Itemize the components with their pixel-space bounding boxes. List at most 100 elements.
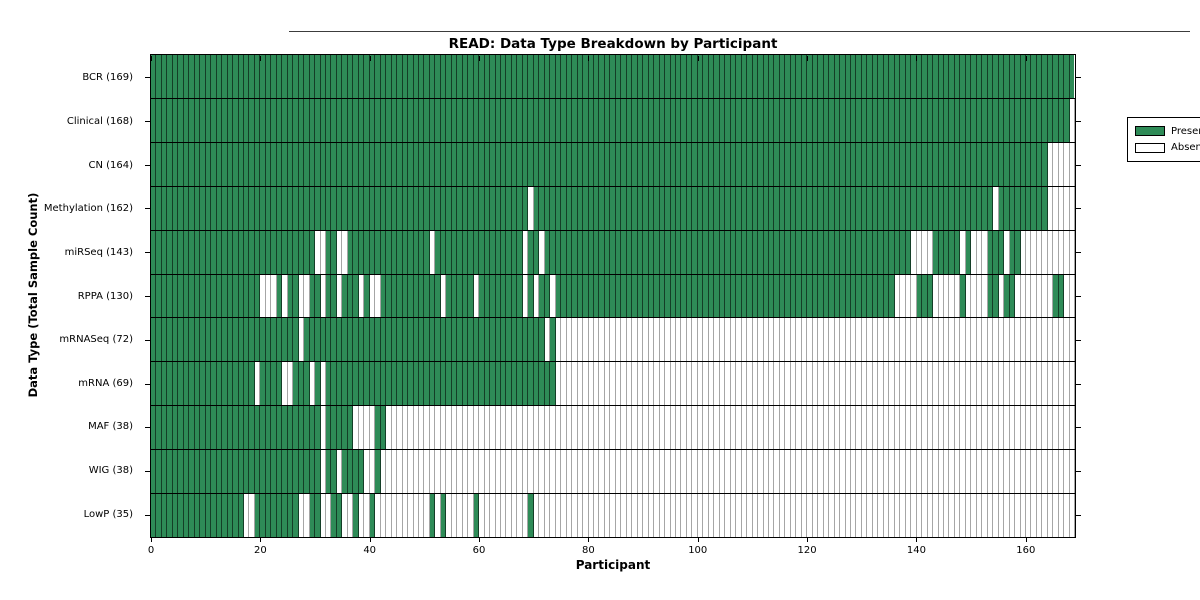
- heatmap-cell: [227, 362, 234, 406]
- y-tick-label-BCR: BCR (169): [82, 72, 133, 84]
- heatmap-cell: [790, 186, 797, 230]
- heatmap-cell: [779, 362, 786, 406]
- heatmap-cell: [380, 274, 387, 318]
- heatmap-cell: [790, 98, 797, 142]
- heatmap-cell: [801, 450, 808, 494]
- heatmap-cell: [976, 362, 983, 406]
- heatmap-cell: [889, 318, 895, 362]
- heatmap-cell: [375, 494, 381, 537]
- heatmap-cell: [167, 55, 173, 98]
- x-tick-mark-top: [916, 56, 918, 61]
- heatmap-cell: [643, 230, 649, 274]
- heatmap-cell: [583, 318, 589, 362]
- heatmap-cell: [856, 98, 862, 142]
- heatmap-cell: [249, 98, 255, 142]
- heatmap-cell: [1064, 55, 1070, 98]
- heatmap-cell: [632, 274, 638, 318]
- heatmap-cell: [933, 494, 939, 537]
- heatmap-cell: [222, 55, 228, 98]
- heatmap-cell: [227, 186, 234, 230]
- heatmap-cell: [342, 55, 348, 98]
- heatmap-cell: [309, 230, 316, 274]
- heatmap-cell: [479, 406, 485, 450]
- heatmap-cell: [402, 98, 409, 142]
- heatmap-cell: [676, 450, 682, 494]
- heatmap-cell: [178, 186, 184, 230]
- heatmap-cell: [922, 230, 928, 274]
- heatmap-cell: [933, 450, 939, 494]
- heatmap-cell: [298, 55, 305, 98]
- heatmap-cell: [320, 450, 326, 494]
- heatmap-cell: [386, 274, 392, 318]
- heatmap-cell: [768, 98, 775, 142]
- heatmap-cell: [194, 362, 201, 406]
- heatmap-cell: [380, 230, 387, 274]
- heatmap-cell: [380, 494, 387, 537]
- heatmap-cell: [457, 406, 463, 450]
- heatmap-cell: [194, 98, 201, 142]
- heatmap-cell: [544, 230, 551, 274]
- heatmap-cell: [457, 98, 463, 142]
- y-tick-label-LowP: LowP (35): [83, 508, 133, 520]
- heatmap-cell: [949, 362, 955, 406]
- heatmap-cell: [561, 450, 567, 494]
- heatmap-cell: [347, 450, 354, 494]
- heatmap-cell: [522, 274, 529, 318]
- heatmap-cell: [227, 318, 234, 362]
- heatmap-cell: [943, 230, 950, 274]
- heatmap-cell: [621, 98, 627, 142]
- heatmap-cell: [440, 55, 447, 98]
- heatmap-cell: [462, 318, 469, 362]
- x-tick-label: 60: [472, 545, 486, 556]
- heatmap-cell: [1069, 318, 1076, 362]
- heatmap-cell: [632, 98, 638, 142]
- heatmap-cell: [205, 274, 212, 318]
- heatmap-cell: [457, 55, 463, 98]
- heatmap-cell: [686, 494, 693, 537]
- heatmap-cell: [971, 142, 977, 186]
- heatmap-cell: [156, 98, 162, 142]
- heatmap-cell: [413, 494, 419, 537]
- heatmap-cell: [949, 186, 955, 230]
- heatmap-cell: [364, 98, 370, 142]
- x-tick-mark: [151, 537, 152, 542]
- x-tick-label: 160: [1016, 545, 1036, 556]
- heatmap-cell: [451, 274, 458, 318]
- heatmap-cell: [1031, 274, 1037, 318]
- heatmap-cell: [703, 142, 709, 186]
- heatmap-cell: [829, 274, 835, 318]
- heatmap-cell: [413, 186, 419, 230]
- heatmap-cell: [993, 98, 999, 142]
- heatmap-cell: [621, 142, 627, 186]
- heatmap-cell: [151, 98, 157, 142]
- heatmap-cell: [779, 494, 786, 537]
- heatmap-cell: [1026, 274, 1032, 318]
- heatmap-cell: [982, 230, 988, 274]
- heatmap-cell: [949, 450, 955, 494]
- heatmap-cell: [1047, 55, 1054, 98]
- heatmap-cell: [922, 318, 928, 362]
- heatmap-cell: [293, 362, 299, 406]
- x-tick-mark-top: [479, 56, 481, 61]
- heatmap-cell: [681, 318, 687, 362]
- heatmap-cell: [249, 450, 255, 494]
- heatmap-cell: [304, 274, 310, 318]
- heatmap-cell: [391, 274, 398, 318]
- heatmap-cell: [604, 494, 611, 537]
- heatmap-cell: [298, 494, 305, 537]
- heatmap-cell: [282, 318, 288, 362]
- heatmap-cell: [1009, 406, 1016, 450]
- heatmap-cell: [971, 494, 977, 537]
- heatmap-cell: [1058, 274, 1065, 318]
- heatmap-cell: [522, 230, 529, 274]
- heatmap-cell: [194, 406, 201, 450]
- heatmap-cell: [490, 362, 496, 406]
- heatmap-cell: [987, 98, 994, 142]
- heatmap-cell: [938, 450, 944, 494]
- heatmap-cell: [626, 274, 633, 318]
- heatmap-cell: [774, 55, 780, 98]
- heatmap-cell: [987, 450, 994, 494]
- heatmap-cell: [823, 98, 830, 142]
- heatmap-cell: [189, 494, 195, 537]
- heatmap-cell: [665, 55, 671, 98]
